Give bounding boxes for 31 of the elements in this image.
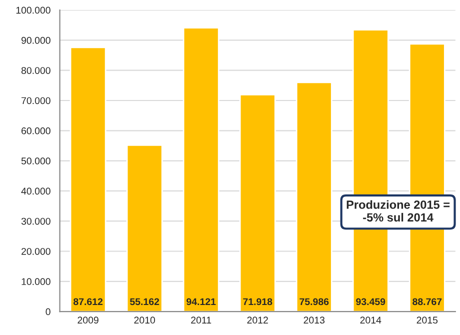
- y-tick-label: 20.000: [22, 248, 50, 255]
- x-tick-label: 2009: [78, 316, 98, 324]
- x-tick-label: 2014: [360, 316, 382, 324]
- y-tick-label: 90.000: [21, 36, 50, 44]
- bar: [126, 144, 163, 312]
- data-label: 75.986: [300, 298, 329, 306]
- y-tick-label: 100.000: [16, 6, 50, 14]
- y-tick-label: 50.000: [21, 158, 50, 164]
- y-tick-label: 30.000: [21, 218, 50, 225]
- data-label: 55.162: [130, 298, 160, 306]
- y-tick-label: 0: [46, 308, 50, 316]
- y-tick-label: 60.000: [22, 127, 50, 134]
- y-tick-label: 10.000: [22, 278, 50, 286]
- bar: [70, 46, 106, 312]
- x-tick-label: 2011: [191, 316, 212, 324]
- y-tick-label: 40.000: [21, 188, 50, 195]
- y-tick-label: 70.000: [22, 97, 50, 104]
- data-label: 93.459: [356, 298, 386, 306]
- bar: [296, 82, 332, 312]
- y-tick-label: 80.000: [21, 67, 50, 74]
- data-label: 71.918: [243, 298, 272, 306]
- x-tick-label: 2015: [416, 316, 438, 324]
- annotation: Produzione 2015 = -5% sul 2014: [346, 200, 450, 222]
- x-tick-label: 2010: [134, 316, 156, 324]
- x-tick-label: 2013: [304, 316, 324, 324]
- data-label: 94.121: [186, 298, 216, 306]
- data-label: 87.612: [74, 298, 103, 306]
- x-tick-label: 2012: [247, 316, 268, 324]
- bar: [182, 27, 220, 312]
- data-label: 88.767: [412, 298, 442, 306]
- bar: [239, 94, 276, 312]
